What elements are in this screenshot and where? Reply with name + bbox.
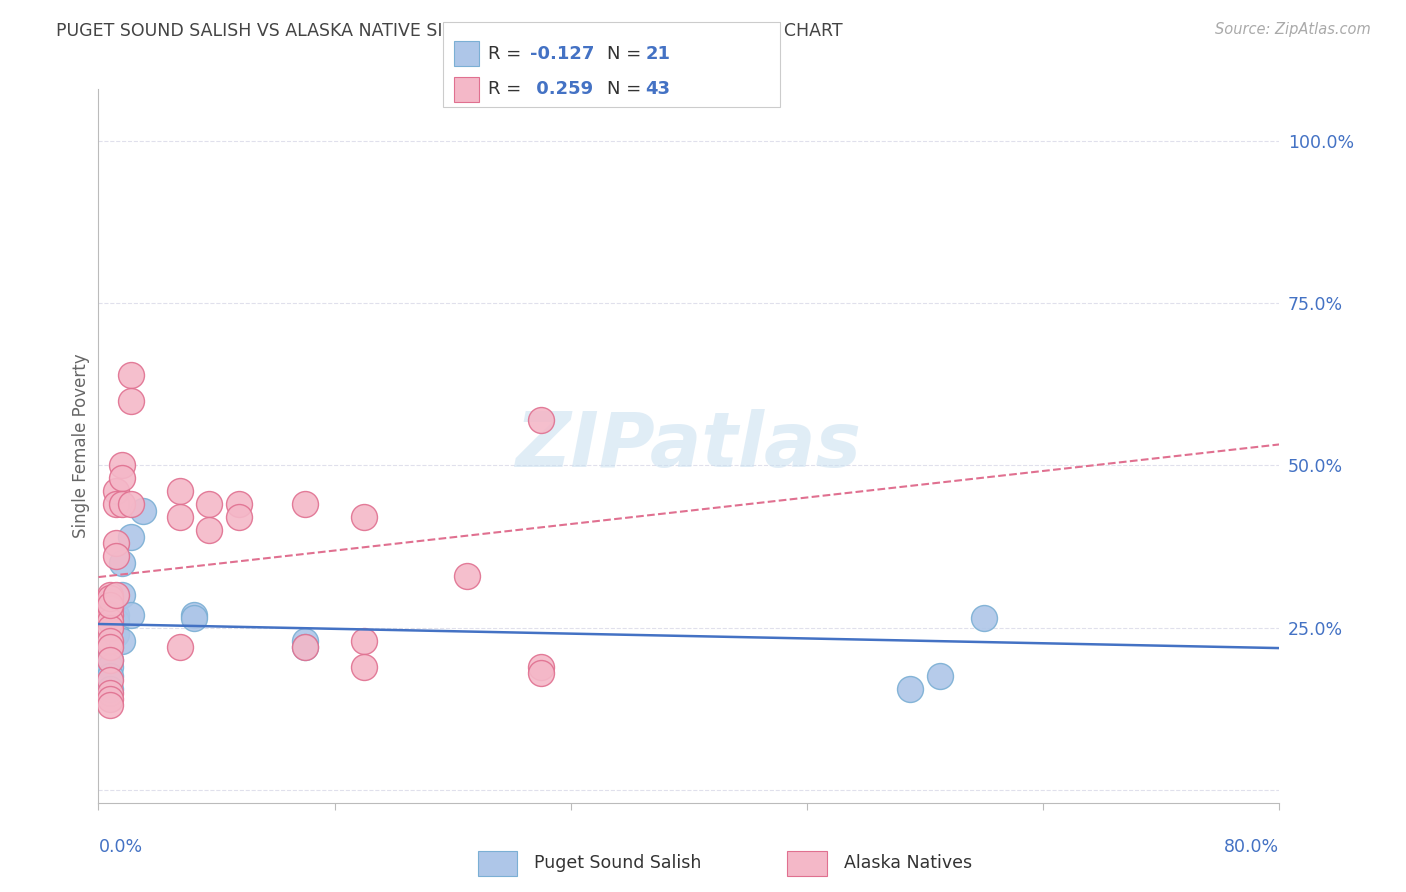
Text: R =: R =	[488, 80, 527, 98]
Point	[105, 536, 128, 550]
Point	[98, 588, 121, 602]
Point	[169, 510, 191, 524]
Point	[105, 627, 128, 641]
Point	[111, 556, 134, 570]
Point	[456, 568, 478, 582]
Point	[120, 607, 142, 622]
Y-axis label: Single Female Poverty: Single Female Poverty	[72, 354, 90, 538]
Point	[105, 588, 128, 602]
Point	[111, 588, 134, 602]
Text: 0.259: 0.259	[530, 80, 593, 98]
Point	[98, 653, 121, 667]
Text: 43: 43	[645, 80, 671, 98]
Point	[198, 524, 221, 538]
Point	[132, 504, 155, 518]
Point	[98, 692, 121, 706]
Text: R =: R =	[488, 45, 527, 62]
Text: 80.0%: 80.0%	[1225, 838, 1279, 856]
Text: Source: ZipAtlas.com: Source: ZipAtlas.com	[1215, 22, 1371, 37]
Text: -0.127: -0.127	[530, 45, 595, 62]
Point	[105, 549, 128, 564]
Point	[973, 611, 995, 625]
Text: N =: N =	[607, 45, 647, 62]
Point	[105, 497, 128, 511]
Text: ZIPatlas: ZIPatlas	[516, 409, 862, 483]
Point	[183, 607, 205, 622]
Point	[928, 669, 950, 683]
Point	[98, 640, 121, 654]
Point	[98, 659, 121, 673]
Point	[183, 611, 205, 625]
Point	[98, 601, 121, 615]
Point	[98, 621, 121, 635]
Point	[105, 484, 128, 499]
Point	[353, 633, 375, 648]
Point	[900, 682, 922, 697]
Point	[353, 659, 375, 673]
Point	[294, 640, 316, 654]
Point	[294, 633, 316, 648]
Text: PUGET SOUND SALISH VS ALASKA NATIVE SINGLE FEMALE POVERTY CORRELATION CHART: PUGET SOUND SALISH VS ALASKA NATIVE SING…	[56, 22, 842, 40]
Text: Alaska Natives: Alaska Natives	[844, 855, 972, 872]
Point	[530, 659, 553, 673]
Point	[294, 640, 316, 654]
Point	[98, 595, 121, 609]
Point	[105, 614, 128, 628]
Point	[98, 673, 121, 687]
Point	[120, 530, 142, 544]
Point	[530, 666, 553, 681]
Point	[294, 497, 316, 511]
Point	[98, 653, 121, 667]
Point	[98, 633, 121, 648]
Point	[120, 368, 142, 382]
Point	[228, 510, 250, 524]
Text: Puget Sound Salish: Puget Sound Salish	[534, 855, 702, 872]
Point	[169, 484, 191, 499]
Point	[98, 591, 121, 606]
Point	[530, 413, 553, 427]
Point	[98, 598, 121, 612]
Point	[111, 633, 134, 648]
Text: N =: N =	[607, 80, 647, 98]
Point	[98, 607, 121, 622]
Point	[111, 458, 134, 473]
Point	[353, 510, 375, 524]
Point	[198, 497, 221, 511]
Point	[105, 607, 128, 622]
Point	[111, 471, 134, 485]
Point	[98, 682, 121, 697]
Text: 0.0%: 0.0%	[98, 838, 142, 856]
Point	[120, 497, 142, 511]
Point	[228, 497, 250, 511]
Point	[120, 393, 142, 408]
Point	[169, 640, 191, 654]
Text: 21: 21	[645, 45, 671, 62]
Point	[111, 497, 134, 511]
Point	[98, 640, 121, 654]
Point	[98, 669, 121, 683]
Point	[98, 685, 121, 699]
Point	[98, 614, 121, 628]
Point	[98, 698, 121, 713]
